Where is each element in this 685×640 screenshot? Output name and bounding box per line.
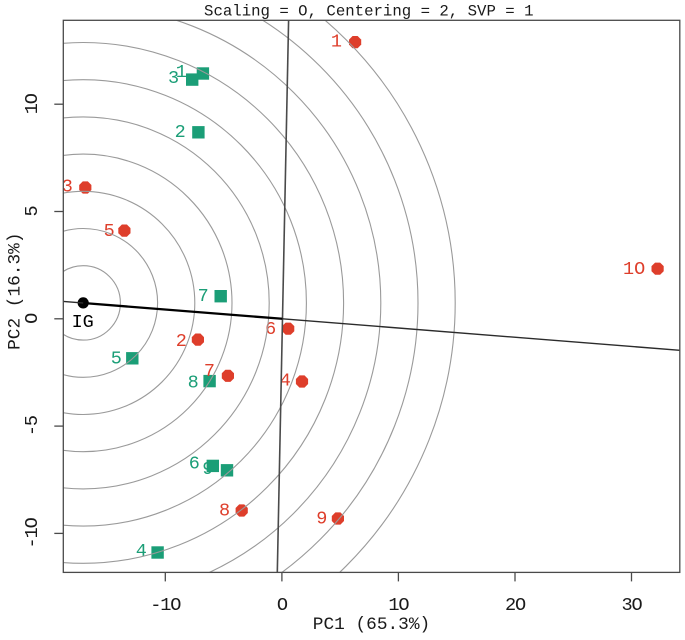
svg-text:IG: IG — [72, 312, 94, 333]
svg-text:1O: 1O — [623, 259, 645, 280]
svg-text:3: 3 — [62, 176, 73, 197]
svg-text:1: 1 — [331, 31, 342, 52]
svg-text:3O: 3O — [621, 595, 642, 616]
svg-text:7: 7 — [204, 361, 215, 382]
svg-text:1O: 1O — [388, 595, 409, 616]
svg-text:2O: 2O — [505, 595, 526, 616]
svg-text:2: 2 — [175, 122, 186, 143]
svg-text:-5: -5 — [22, 416, 43, 436]
svg-text:-1O: -1O — [150, 595, 181, 616]
svg-text:5: 5 — [111, 349, 122, 370]
svg-text:6: 6 — [189, 454, 200, 475]
svg-text:8: 8 — [188, 372, 199, 393]
svg-text:5: 5 — [22, 206, 43, 216]
svg-text:1: 1 — [176, 62, 187, 83]
svg-text:O: O — [22, 313, 43, 324]
svg-text:2: 2 — [176, 331, 187, 352]
svg-text:7: 7 — [198, 286, 209, 307]
svg-text:9: 9 — [316, 508, 327, 529]
svg-text:-1O: -1O — [22, 517, 43, 548]
svg-text:4: 4 — [136, 541, 147, 562]
svg-text:1O: 1O — [22, 93, 43, 114]
svg-text:3: 3 — [168, 68, 179, 89]
svg-text:Scaling = O, Centering = 2, SV: Scaling = O, Centering = 2, SVP = 1 — [204, 2, 534, 20]
svg-text:O: O — [277, 595, 288, 616]
svg-text:8: 8 — [219, 501, 230, 522]
svg-text:5: 5 — [104, 221, 115, 242]
svg-text:PC1 (65.3%): PC1 (65.3%) — [313, 615, 430, 635]
svg-text:6: 6 — [265, 319, 276, 340]
svg-text:PC2 (16.3%): PC2 (16.3%) — [6, 233, 26, 350]
svg-text:4: 4 — [280, 371, 291, 392]
